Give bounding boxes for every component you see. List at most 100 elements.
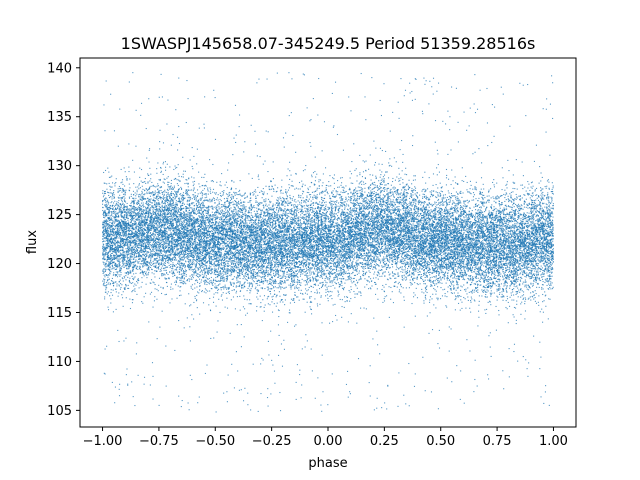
- data-point: [257, 247, 258, 248]
- data-point: [540, 187, 541, 188]
- data-point: [436, 167, 437, 168]
- data-point: [184, 222, 185, 223]
- data-point: [353, 291, 354, 292]
- data-point: [368, 203, 369, 204]
- data-point: [325, 273, 326, 274]
- data-point: [337, 257, 338, 258]
- data-point: [231, 194, 232, 195]
- data-point: [188, 197, 189, 198]
- data-point: [410, 261, 411, 262]
- data-point: [358, 291, 359, 292]
- data-point: [341, 283, 342, 284]
- data-point: [332, 258, 333, 259]
- data-point: [169, 302, 170, 303]
- data-point: [123, 194, 124, 195]
- data-point: [376, 192, 377, 193]
- data-point: [142, 205, 143, 206]
- data-point: [478, 243, 479, 244]
- data-point: [137, 190, 138, 191]
- data-point: [220, 208, 221, 209]
- data-point: [504, 197, 505, 198]
- data-point: [363, 182, 364, 183]
- data-point: [342, 206, 343, 207]
- data-point: [498, 270, 499, 271]
- data-point: [368, 200, 369, 201]
- data-point: [517, 227, 518, 228]
- data-point: [469, 191, 470, 192]
- data-point: [216, 411, 217, 412]
- data-point: [255, 234, 256, 235]
- data-point: [435, 206, 436, 207]
- data-point: [435, 294, 436, 295]
- data-point: [255, 191, 256, 192]
- data-point: [141, 181, 142, 182]
- data-point: [502, 177, 503, 178]
- data-point: [533, 258, 534, 259]
- data-point: [442, 215, 443, 216]
- data-point: [367, 249, 368, 250]
- data-point: [442, 197, 443, 198]
- data-point: [310, 219, 311, 220]
- data-point: [477, 260, 478, 261]
- data-point: [505, 185, 506, 186]
- data-point: [178, 277, 179, 278]
- data-point: [549, 276, 550, 277]
- data-point: [163, 263, 164, 264]
- data-point: [306, 222, 307, 223]
- data-point: [455, 269, 456, 270]
- data-point: [388, 246, 389, 247]
- data-point: [263, 201, 264, 202]
- data-point: [127, 385, 128, 386]
- data-point: [233, 214, 234, 215]
- data-point: [536, 303, 537, 304]
- data-point: [250, 272, 251, 273]
- data-point: [309, 219, 310, 220]
- data-point: [151, 251, 152, 252]
- data-point: [193, 318, 194, 319]
- data-point: [215, 202, 216, 203]
- data-point: [501, 221, 502, 222]
- data-point: [231, 266, 232, 267]
- data-point: [347, 255, 348, 256]
- data-point: [216, 199, 217, 200]
- data-point: [543, 108, 544, 109]
- data-point: [332, 201, 333, 202]
- data-point: [448, 192, 449, 193]
- data-point: [535, 297, 536, 298]
- data-point: [212, 199, 213, 200]
- data-point: [511, 209, 512, 210]
- data-point: [427, 292, 428, 293]
- data-point: [272, 281, 273, 282]
- data-point: [150, 267, 151, 268]
- data-point: [385, 246, 386, 247]
- data-point: [124, 204, 125, 205]
- data-point: [220, 274, 221, 275]
- data-point: [547, 180, 548, 181]
- data-point: [274, 254, 275, 255]
- data-point: [198, 183, 199, 184]
- data-point: [189, 200, 190, 201]
- data-point: [330, 291, 331, 292]
- data-point: [246, 268, 247, 269]
- data-point: [129, 197, 130, 198]
- data-point: [325, 292, 326, 293]
- data-point: [185, 261, 186, 262]
- data-point: [517, 267, 518, 268]
- data-point: [185, 283, 186, 284]
- data-point: [383, 194, 384, 195]
- data-point: [374, 182, 375, 183]
- data-point: [460, 205, 461, 206]
- data-point: [346, 204, 347, 205]
- data-point: [399, 291, 400, 292]
- data-point: [359, 219, 360, 220]
- data-point: [131, 202, 132, 203]
- data-point: [306, 242, 307, 243]
- data-point: [531, 217, 532, 218]
- data-point: [182, 222, 183, 223]
- data-point: [258, 255, 259, 256]
- data-point: [316, 197, 317, 198]
- data-point: [239, 126, 240, 127]
- data-point: [115, 221, 116, 222]
- data-point: [413, 265, 414, 266]
- data-point: [354, 270, 355, 271]
